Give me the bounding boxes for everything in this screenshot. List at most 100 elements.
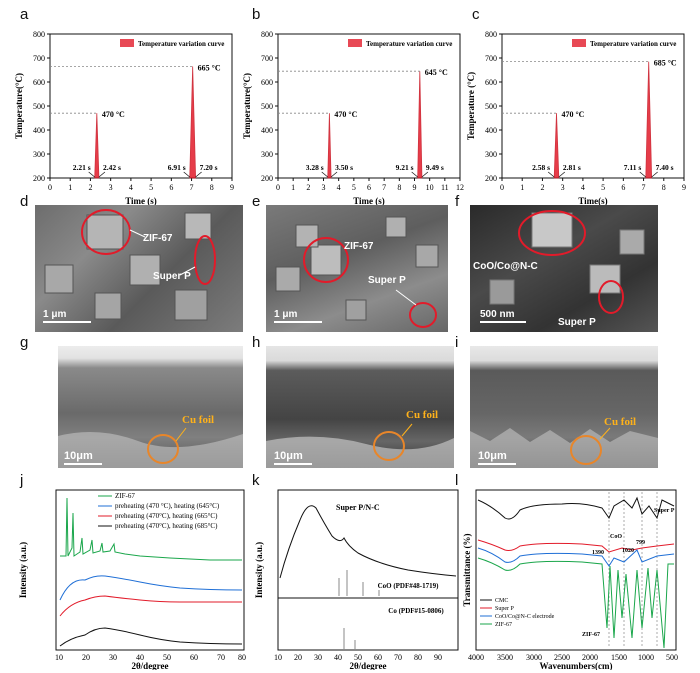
panel-label-j: j [20,472,24,489]
sem-e-label-zif67: ZIF-67 [344,241,374,252]
chart-a-ytick-label: 700 [33,54,45,63]
svg-text:10: 10 [55,653,63,662]
sem-image-d: ZIF-67 Super P 1 μm [35,205,243,332]
xrd-j-xticks: 10 20 30 40 50 60 70 80 [55,653,246,662]
sem-f-label-superp: Super P [558,317,596,328]
svg-text:20: 20 [294,653,302,662]
chart-a-time-label: 2.42 s [103,163,121,172]
ftir-l-xticks: 4000 3500 3000 2500 2000 1500 1000 500 [468,653,678,662]
panel-label-c: c [472,6,480,23]
svg-text:2500: 2500 [554,653,570,662]
chart-a-xtick-label: 8 [210,183,214,192]
chart-a-time-arrow [183,171,190,178]
svg-text:40: 40 [136,653,144,662]
chart-b-xtick-label: 6 [367,183,371,192]
chart-c-xtick-label: 3 [561,183,565,192]
chart-a-xtick-label: 7 [190,183,194,192]
chart-b-time-arrow [411,171,418,178]
chart-b-time-arrow [330,171,338,178]
xrd-j-frame [55,489,245,651]
ftir-l-legend-2: CoO/Co@N-C electrode [495,614,555,620]
xrd-j-xlabel: 2θ/degree [131,661,168,670]
chart-a-peak-label: 470 °C [102,110,125,119]
chart-a-legend-swatch [120,39,134,47]
chart-c-xtick-label: 2 [540,183,544,192]
chart-c-xtick-label: 1 [520,183,524,192]
sem-texture-f [489,210,645,314]
chart-c-ytick-label: 500 [485,102,497,111]
svg-text:2000: 2000 [582,653,598,662]
chart-a-xtick-label: 5 [149,183,153,192]
chart-a-ytick-label: 600 [33,78,45,87]
chart-b-ytick-label: 400 [261,126,273,135]
chart-a-time-arrow [88,171,95,178]
chart-b-legend-text: Temperature variation curve [366,40,452,48]
chart-a-ytick-label: 800 [33,30,45,39]
chart-a-xtick-label: 1 [68,183,72,192]
chart-b-xtick-label: 11 [441,183,449,192]
chart-c-xtick-label: 5 [601,183,605,192]
svg-text:4000: 4000 [468,653,484,662]
xrd-k-xticks: 10 20 30 40 50 60 70 80 90 [274,653,442,662]
chart-b-xtick-label: 1 [291,183,295,192]
chart-a-time-arrow [195,171,202,178]
sem-h-scalebar: 10μm [274,450,312,465]
ftir-l-legend-0: CMC [495,598,508,604]
sem-image-i: Cu foil 10μm [470,346,658,468]
xrd-k-frame [277,489,459,651]
svg-text:50: 50 [354,653,362,662]
chart-c-ytick-label: 800 [485,30,497,39]
xrd-j-curve-685 [59,627,243,647]
chart-b-ylabel: Temperature(°C) [242,73,252,139]
ftir-l-frame [475,489,677,651]
xrd-j-legend-3: preheating (470°C), heating (685°C) [115,522,218,530]
xrd-j-ylabel: Intensity (a.u.) [18,542,28,598]
chart-c-ytick-label: 400 [485,126,497,135]
ftir-l-annot-1390: 1390 [592,550,604,556]
xrd-j-legend-2: preheating (470°C), heating (665°C) [115,512,218,520]
sem-d-label-superp: Super P [153,271,191,282]
chart-b-xtick-label: 9 [413,183,417,192]
chart-c-xtick-label: 9 [682,183,686,192]
chart-a-pulse [94,113,100,179]
svg-text:60: 60 [374,653,382,662]
chart-c-time-label: 7.11 s [624,163,642,172]
ftir-l-annotations: Super P CoO 799 1020 1390 ZIF-67 [582,508,675,638]
chart-c-legend-text: Temperature variation curve [590,40,676,48]
sem-texture-g [58,427,243,468]
sem-f-scalebar: 500 nm [480,309,526,323]
chart-a-time-label: 6.91 s [168,163,186,172]
chart-c-time-arrow [639,171,647,178]
chart-b-xtick-label: 8 [397,183,401,192]
sem-i-scale-text: 10μm [478,450,507,462]
panel-label-l: l [455,472,459,489]
xrd-k-ylabel: Intensity (a.u.) [254,542,264,598]
ftir-l-annot-superp: Super P [654,508,675,514]
chart-a-ylabel: Temperature(°C) [14,73,24,139]
chart-b-time-label: 3.50 s [335,163,353,172]
svg-text:1000: 1000 [638,653,654,662]
chart-b-peak-label: 470 °C [334,110,357,119]
chart-a-frame [49,33,233,179]
svg-text:30: 30 [109,653,117,662]
chart-c-frame [501,33,685,179]
chart-b-ytick-label: 800 [261,30,273,39]
chart-b-time-label: 9.49 s [426,163,444,172]
ftir-l-curve-cmc [477,496,675,520]
chart-b-xtick-label: 4 [337,183,341,192]
svg-text:80: 80 [238,653,246,662]
ftir-l-ylabel: Transmittance (%) [462,533,472,606]
sem-f-scale-text: 500 nm [480,309,515,320]
panel-label-e: e [252,193,261,210]
chart-a-time-arrow [98,171,106,178]
chart-b-ytick-label: 500 [261,102,273,111]
ftir-l-curve-electrode [477,547,675,567]
svg-text:80: 80 [414,653,422,662]
chart-a-ytick-label: 400 [33,126,45,135]
chart-c-ytick-label: 300 [485,150,497,159]
xrd-chart-j: 10 20 30 40 50 60 70 80 2θ/degree Intensity (a.… [18,489,246,670]
chart-b-pulse [417,71,423,179]
panel-label-b: b [252,6,261,23]
sem-image-e: ZIF-67 Super P 1 μm [266,205,448,332]
